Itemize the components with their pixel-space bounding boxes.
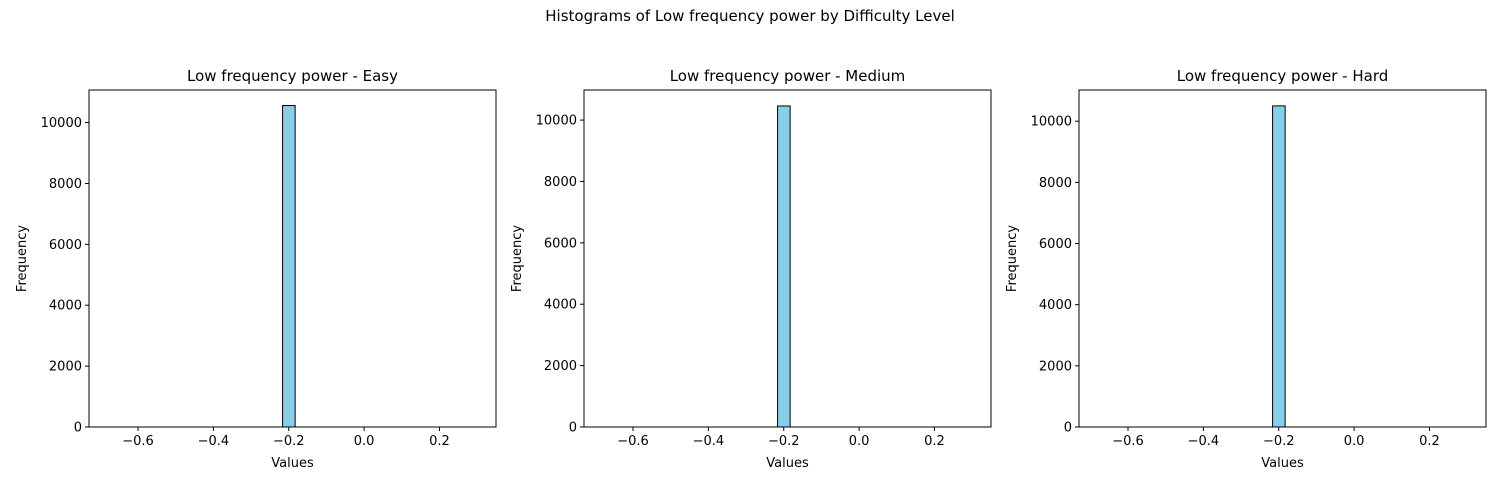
panel-3: −0.6 −0.4 −0.2 0.0 0.2 0 2000 4000 6000 8000 10000… — [1005, 67, 1487, 471]
x-tick-label: −0.6 — [122, 434, 154, 449]
panel-2: −0.6 −0.4 −0.2 0.0 0.2 0 2000 4000 6000 8000 10000… — [510, 67, 992, 471]
x-tick-label: −0.2 — [1263, 434, 1295, 449]
y-axis-label: Frequency — [15, 225, 30, 292]
panel-1: −0.6 −0.4 −0.2 0.0 0.2 0 2000 4000 6000 8000 10000… — [15, 67, 497, 471]
figure-title: Histograms of Low frequency power by Dif… — [545, 7, 955, 25]
y-tick-label: 4000 — [544, 298, 577, 313]
x-tick-label: −0.4 — [1188, 434, 1220, 449]
axes-frame — [88, 89, 497, 428]
x-tick-label: −0.4 — [693, 434, 725, 449]
y-tick-label: 10000 — [41, 116, 82, 131]
panel-title: Low frequency power - Easy — [187, 67, 398, 85]
y-tick-label: 4000 — [1039, 298, 1072, 313]
x-tick-label: −0.6 — [617, 434, 649, 449]
y-tick-label: 6000 — [1039, 237, 1072, 252]
histogram-bar — [282, 105, 296, 428]
x-tick-label: −0.2 — [768, 434, 800, 449]
x-tick-label: 0.2 — [429, 434, 450, 449]
y-tick-label: 6000 — [544, 236, 577, 251]
x-tick-label: −0.2 — [273, 434, 305, 449]
panel-title: Low frequency power - Hard — [1177, 67, 1389, 85]
x-tick-label: 0.2 — [924, 434, 945, 449]
y-tick-label: 4000 — [49, 299, 82, 314]
x-axis-label: Values — [271, 456, 314, 471]
y-tick-label: 6000 — [49, 238, 82, 253]
panel-title: Low frequency power - Medium — [670, 67, 906, 85]
x-tick-label: 0.0 — [354, 434, 375, 449]
y-axis-label: Frequency — [1005, 225, 1020, 292]
axes-frame — [583, 89, 992, 428]
y-tick-label: 8000 — [1039, 176, 1072, 191]
x-axis-label: Values — [1261, 456, 1304, 471]
y-tick-label: 2000 — [544, 359, 577, 374]
x-tick-label: −0.4 — [198, 434, 230, 449]
y-tick-label: 8000 — [544, 175, 577, 190]
y-tick-label: 0 — [74, 421, 82, 436]
y-tick-label: 10000 — [536, 114, 577, 129]
y-tick-label: 0 — [1064, 421, 1072, 436]
x-tick-label: −0.6 — [1112, 434, 1144, 449]
y-axis-label: Frequency — [510, 225, 525, 292]
x-tick-label: 0.0 — [1344, 434, 1365, 449]
histogram-bar — [777, 105, 791, 428]
x-tick-label: 0.0 — [849, 434, 870, 449]
y-tick-label: 10000 — [1031, 115, 1072, 130]
x-axis-label: Values — [766, 456, 809, 471]
histogram-bar — [1272, 105, 1286, 428]
y-tick-label: 8000 — [49, 177, 82, 192]
y-tick-label: 0 — [569, 421, 577, 436]
y-tick-label: 2000 — [49, 360, 82, 375]
y-tick-label: 2000 — [1039, 359, 1072, 374]
x-tick-label: 0.2 — [1419, 434, 1440, 449]
axes-frame — [1078, 89, 1487, 428]
